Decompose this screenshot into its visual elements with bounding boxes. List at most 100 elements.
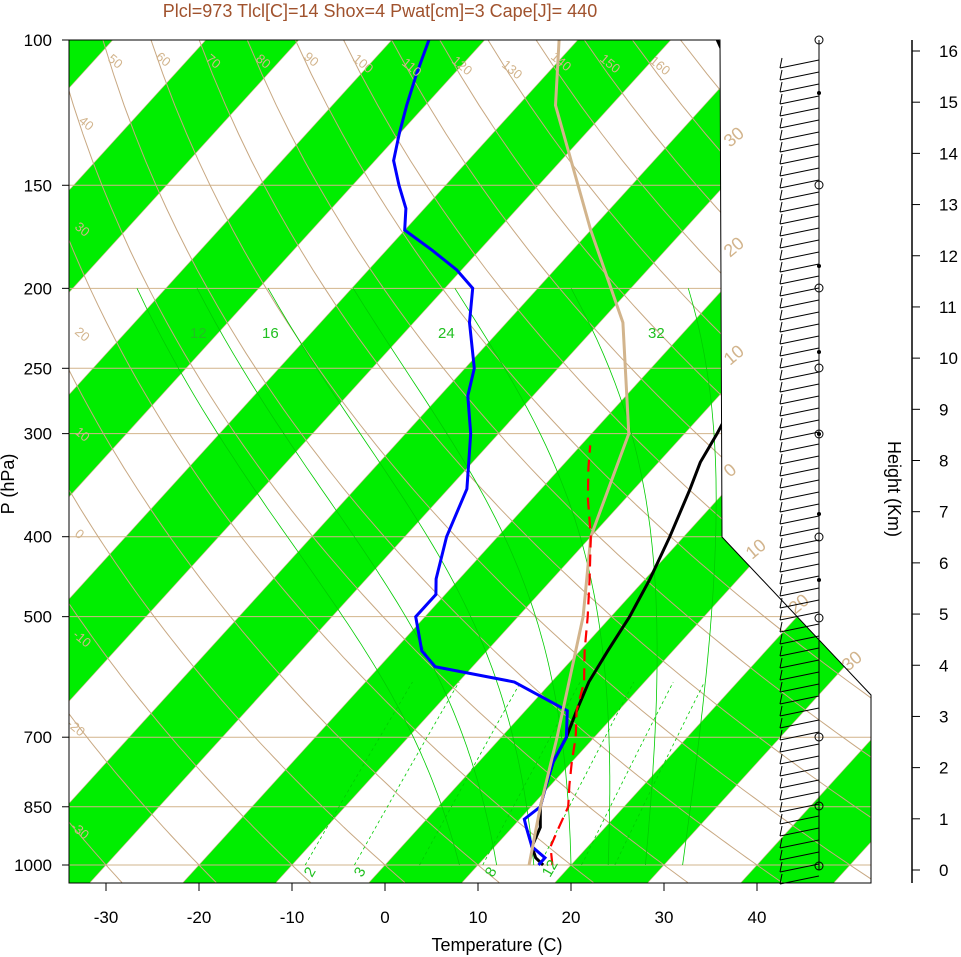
wind-barb-staff <box>779 59 820 69</box>
wind-barb-staff <box>779 707 820 717</box>
wind-barb-staff <box>779 467 820 477</box>
x-axis-label: Temperature (C) <box>431 935 562 955</box>
wind-barb-feather <box>779 201 783 213</box>
wind-barb-staff <box>779 359 820 369</box>
wind-barb-feather <box>779 525 783 537</box>
wind-barb-feather <box>779 321 783 333</box>
dry-adiabat <box>198 40 871 819</box>
wind-barb <box>779 393 820 405</box>
wind-barb-staff <box>779 563 820 573</box>
wind-barb-feather <box>779 405 783 417</box>
dry-adiabat <box>343 40 871 641</box>
height-tick-label: 3 <box>939 707 948 726</box>
wind-barb-staff <box>779 779 820 789</box>
wind-barb-staff <box>779 83 820 93</box>
height-tick-label: 8 <box>939 452 948 471</box>
isotherm-line <box>69 40 579 600</box>
x-tick-label: 40 <box>748 908 767 927</box>
wind-barb-staff <box>779 767 820 777</box>
wind-barb-feather <box>779 705 783 717</box>
wind-barb-staff <box>779 251 820 261</box>
wind-barb-feather <box>779 105 783 117</box>
chart-title: Plcl=973 Tlcl[C]=14 Shox=4 Pwat[cm]=3 Ca… <box>163 1 597 21</box>
moist-adiabat <box>352 288 572 866</box>
wind-barb-staff <box>779 335 820 345</box>
dry-adiabat-label: 20 <box>72 324 93 345</box>
wind-barb-feather <box>779 189 783 201</box>
wind-barb <box>779 765 820 777</box>
wind-barb <box>779 189 820 201</box>
wind-barb-feather <box>779 429 783 441</box>
height-tick-label: 6 <box>939 554 948 573</box>
wind-barb-feather <box>779 381 783 393</box>
wind-barbs <box>779 35 824 885</box>
wind-barb <box>779 81 820 93</box>
wind-barb-feather <box>779 129 783 141</box>
wind-barb-feather <box>779 285 783 297</box>
height-tick-label: 13 <box>939 196 958 215</box>
y-tick-label: 850 <box>24 798 52 817</box>
y-tick-label: 250 <box>24 359 52 378</box>
dry-adiabat-label: 60 <box>153 49 174 70</box>
wind-barb-staff <box>779 119 820 129</box>
wind-barb-feather <box>779 657 783 669</box>
wind-barb-feather <box>779 441 783 453</box>
dry-adiabat <box>150 40 871 880</box>
height-tick-label: 5 <box>939 605 948 624</box>
wind-barb <box>779 621 820 633</box>
wind-barb-staff <box>779 167 820 177</box>
wind-barb-feather <box>779 573 783 585</box>
wind-barb-feather <box>779 165 783 177</box>
wind-barb-feather <box>779 357 783 369</box>
wind-barb <box>779 453 820 465</box>
profile-series-3 <box>549 445 592 866</box>
wind-barb <box>779 753 820 765</box>
dry-adiabat <box>69 88 688 883</box>
wind-barb <box>779 273 820 285</box>
wind-barb-feather <box>779 681 783 693</box>
x-tick-label: -10 <box>280 908 305 927</box>
mixing-ratio-label: 16 <box>262 325 279 342</box>
y-axis-label: P (hPa) <box>0 454 18 515</box>
wind-barb-feather <box>779 741 783 753</box>
dry-adiabat <box>391 40 871 583</box>
profile-series-2 <box>527 40 631 866</box>
wind-barb-staff <box>779 203 820 213</box>
wind-barb-feather <box>779 153 783 165</box>
moist-adiabat <box>570 288 658 866</box>
wind-barb-staff <box>779 287 820 297</box>
wind-barb-feather <box>779 249 783 261</box>
wind-barb <box>779 585 820 597</box>
wind-barb <box>779 681 820 693</box>
wind-barb <box>779 309 820 321</box>
wind-barb-feather <box>779 297 783 309</box>
wind-barb-feather <box>779 501 783 513</box>
height-tick-label: 10 <box>939 349 958 368</box>
height-tick-label: 4 <box>939 656 948 675</box>
wind-barb <box>779 489 820 501</box>
y-axis: 100 150 200 250 300 400 500 700 850 1000 <box>14 31 70 883</box>
wind-barb-feather <box>779 873 783 885</box>
wind-barb-feather <box>779 717 783 729</box>
isotherm-line <box>69 40 300 293</box>
wind-calm-circle <box>814 429 824 439</box>
wind-dot <box>817 432 821 436</box>
wind-barb-staff <box>779 647 820 657</box>
wind-barb-staff <box>779 539 820 549</box>
wind-calm-circle <box>814 801 824 811</box>
wind-barb <box>779 129 820 141</box>
wind-barb-feather <box>779 729 783 741</box>
wind-dot <box>817 264 821 268</box>
wind-barb-staff <box>779 695 820 705</box>
wind-barb-feather <box>779 801 783 813</box>
mixing-ratio-line <box>304 681 413 866</box>
wind-barb-staff <box>779 323 820 333</box>
wind-barb <box>779 381 820 393</box>
wind-barb-staff <box>779 635 820 645</box>
mixing-ratio-line <box>581 681 674 866</box>
wind-barb-feather <box>779 177 783 189</box>
wind-barb-staff <box>779 587 820 597</box>
height-tick-label: 11 <box>939 298 957 317</box>
wind-barb-feather <box>779 81 783 93</box>
